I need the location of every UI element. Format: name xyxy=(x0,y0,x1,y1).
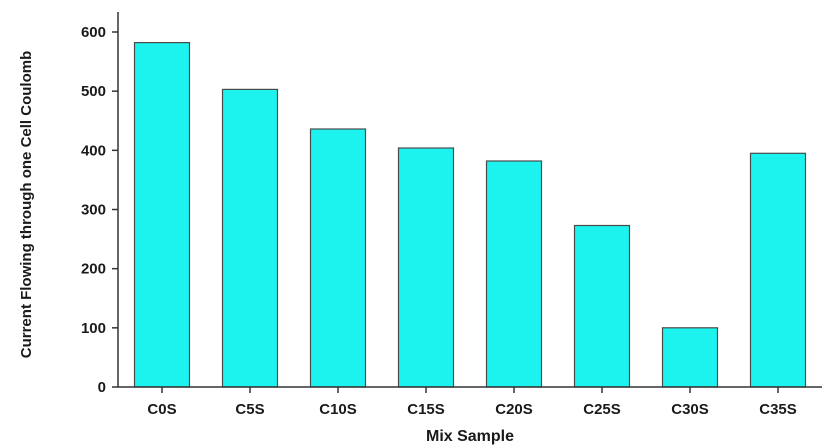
x-tick-label: C30S xyxy=(671,401,709,418)
y-tick-label: 600 xyxy=(81,24,106,41)
bar-c15s xyxy=(397,147,455,388)
x-axis-title: Mix Sample xyxy=(426,428,514,445)
x-tick-label: C10S xyxy=(319,401,357,418)
y-tick-label: 500 xyxy=(81,83,106,100)
y-axis-title: Current Flowing through one Cell Coulomb xyxy=(18,51,35,358)
bar-c25s xyxy=(573,224,631,388)
bars-group xyxy=(133,41,807,388)
x-tick-label: C35S xyxy=(759,401,797,418)
bar-c10s xyxy=(309,128,367,388)
y-tick-label: 400 xyxy=(81,142,106,159)
x-tick-label: C15S xyxy=(407,401,445,418)
x-axis: C0S C5S C10S C15S C20S C25S C30S C35S xyxy=(118,386,822,418)
y-tick-label: 300 xyxy=(81,202,106,219)
y-axis: 0 100 200 300 400 500 600 xyxy=(81,12,119,396)
bar-c20s xyxy=(485,160,543,388)
y-tick-label: 200 xyxy=(81,261,106,278)
bar-c0s xyxy=(133,41,191,388)
y-tick-label: 0 xyxy=(98,379,106,396)
x-tick-label: C20S xyxy=(495,401,533,418)
x-tick-label: C25S xyxy=(583,401,621,418)
x-tick-label: C0S xyxy=(147,401,176,418)
bar-c5s xyxy=(221,88,279,388)
bar-c35s xyxy=(749,152,807,388)
y-tick-label: 100 xyxy=(81,320,106,337)
bar-c30s xyxy=(661,327,719,388)
x-tick-label: C5S xyxy=(235,401,264,418)
